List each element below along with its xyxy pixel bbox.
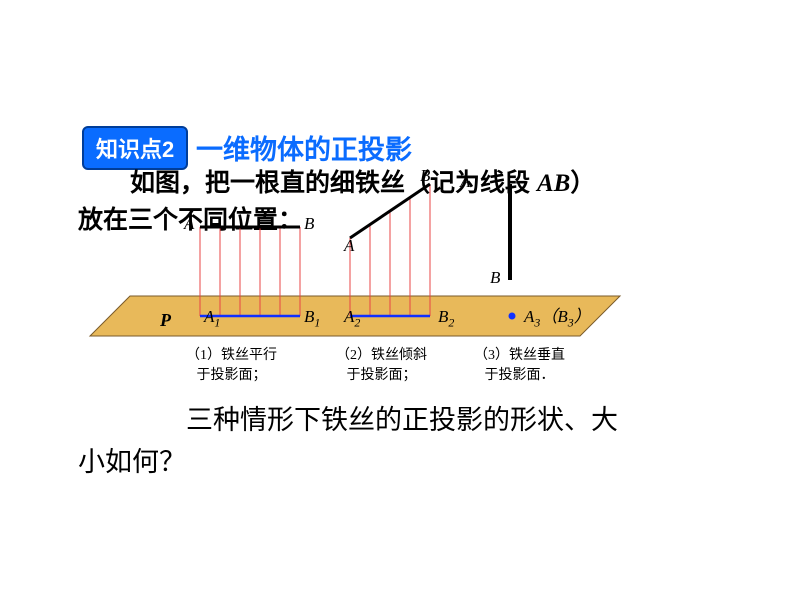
case1-label-a: A (184, 214, 194, 234)
question-text: 三种情形下铁丝的正投影的形状、大 小如何？ (78, 400, 738, 484)
case2-label-b2: B2 (438, 307, 454, 330)
case3-label-a: A (460, 172, 470, 192)
case1-label-b1: B1 (304, 307, 320, 330)
case1-rays (200, 227, 300, 316)
case1-label-b: B (304, 214, 314, 234)
case2-label-a2: A2 (344, 307, 360, 330)
case3-label-b: B (490, 268, 500, 288)
case1-label-a1: A1 (204, 307, 220, 330)
projection-diagram (0, 0, 794, 596)
case2-label-a: A (344, 236, 354, 256)
case3-projection-point (509, 313, 516, 320)
section-title: 一维物体的正投影 (196, 128, 412, 167)
knowledge-badge: 知识点2 (82, 126, 188, 170)
plane-label-p: P (160, 310, 171, 331)
case3-caption: （3）铁丝垂直 于投影面． (474, 346, 565, 385)
badge-text: 知识点2 (96, 137, 174, 162)
case1-caption: （1）铁丝平行 于投影面； (186, 346, 277, 385)
case3-label-a3b3: A3（B3） (524, 302, 591, 330)
case2-label-b: B (420, 166, 430, 186)
case2-caption: （2）铁丝倾斜 于投影面； (336, 346, 427, 385)
